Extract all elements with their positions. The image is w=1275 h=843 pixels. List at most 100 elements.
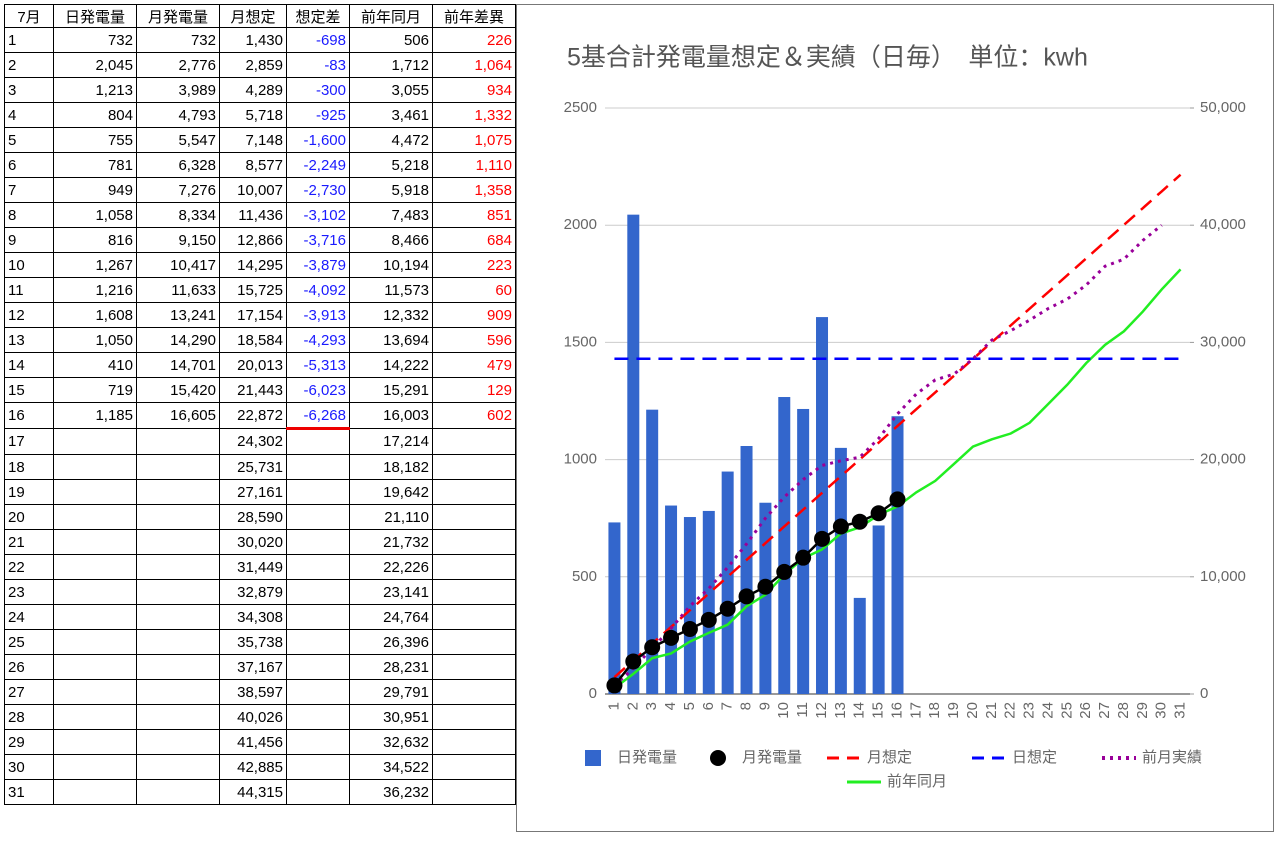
table-cell: 1,430: [219, 27, 287, 53]
table-cell: 21,110: [349, 504, 433, 530]
table-cell: 24,302: [219, 428, 287, 455]
y2-tick-label: 0: [1200, 685, 1208, 702]
table-cell: [286, 604, 350, 630]
marker: [776, 563, 793, 580]
x-tick-label: 30: [1153, 702, 1170, 719]
table-cell: -3,913: [286, 302, 350, 328]
table-cell: -925: [286, 102, 350, 128]
table-cell: [136, 654, 220, 680]
table-cell: 18: [4, 454, 54, 480]
table-cell: [286, 679, 350, 705]
table-cell: [53, 779, 137, 805]
table-cell: [136, 679, 220, 705]
y-tick-label: 2500: [564, 99, 597, 116]
header-cell: 想定差: [286, 4, 350, 28]
x-tick-label: 5: [681, 702, 698, 710]
table-cell: 34,522: [349, 754, 433, 780]
x-tick-label: 14: [851, 702, 868, 719]
table-cell: 37,167: [219, 654, 287, 680]
table-row: 15 719 15,420 21,443 -6,023 15,291 129: [4, 377, 516, 403]
x-tick-label: 21: [983, 702, 1000, 719]
bar: [627, 214, 640, 695]
marker: [625, 653, 642, 670]
table-cell: 732: [136, 27, 220, 53]
table-cell: -300: [286, 77, 350, 103]
x-tick-label: 11: [794, 702, 811, 718]
legend-swatch: [710, 750, 726, 766]
table-cell: [136, 754, 220, 780]
bar: [759, 502, 772, 694]
table-cell: 16,605: [136, 402, 220, 429]
table-cell: -1,600: [286, 127, 350, 153]
x-tick-label: 13: [832, 702, 849, 719]
x-tick-label: 17: [907, 702, 924, 719]
table-cell: 22: [4, 554, 54, 580]
marker: [700, 611, 717, 628]
table-cell: 1,058: [53, 202, 137, 228]
y2-tick-label: 40,000: [1200, 216, 1246, 233]
marker: [606, 677, 623, 694]
bar: [816, 317, 829, 694]
table-cell: 11: [4, 277, 54, 303]
chart: 5基合計発電量想定＆実績（日毎） 単位：kwh 0 500 1000 1500 2000…: [516, 4, 1274, 832]
table-cell: 42,885: [219, 754, 287, 780]
y2-tick-label: 10,000: [1200, 568, 1246, 585]
x-tick-label: 6: [700, 702, 717, 710]
table-cell: [136, 428, 220, 455]
table-cell: [53, 754, 137, 780]
table-cell: -698: [286, 27, 350, 53]
legend-label: 日発電量: [617, 749, 677, 766]
table-cell: [286, 579, 350, 605]
table-cell: [136, 629, 220, 655]
table-cell: 8,334: [136, 202, 220, 228]
table-row: 9 816 9,150 12,866 -3,716 8,466 684: [4, 227, 516, 253]
table-cell: [53, 729, 137, 755]
marker: [757, 578, 774, 595]
table-row: 1 732 732 1,430 -698 506 226: [4, 27, 516, 53]
table-row: 6 781 6,328 8,577 -2,249 5,218 1,110: [4, 152, 516, 178]
y-tick-label: 1500: [564, 333, 597, 350]
table-row: 11 1,216 11,633 15,725 -4,092 11,573 60: [4, 277, 516, 303]
table-cell: 15,725: [219, 277, 287, 303]
table-cell: 1,358: [432, 177, 516, 203]
table-cell: 9: [4, 227, 54, 253]
table-cell: 851: [432, 202, 516, 228]
table-cell: [136, 479, 220, 505]
table-cell: 410: [53, 352, 137, 378]
table-cell: [53, 629, 137, 655]
table-cell: 804: [53, 102, 137, 128]
table-cell: 24: [4, 604, 54, 630]
table-cell: 12,866: [219, 227, 287, 253]
table-cell: 28: [4, 704, 54, 730]
table-cell: 129: [432, 377, 516, 403]
table-cell: -83: [286, 52, 350, 78]
table-cell: 15: [4, 377, 54, 403]
table-cell: [432, 579, 516, 605]
y2-tick-label: 50,000: [1200, 99, 1246, 116]
x-tick-label: 10: [775, 702, 792, 719]
table-cell: 909: [432, 302, 516, 328]
bar: [891, 416, 904, 694]
marker: [663, 629, 680, 646]
table-row: 16 1,185 16,605 22,872 -6,268 16,003 602: [4, 402, 516, 430]
table-cell: 10,417: [136, 252, 220, 278]
table-cell: 1,185: [53, 402, 137, 429]
table-cell: 16: [4, 402, 54, 429]
table-cell: 1,075: [432, 127, 516, 153]
table-cell: 7,148: [219, 127, 287, 153]
table-cell: [286, 554, 350, 580]
table-cell: 14,290: [136, 327, 220, 353]
bar: [872, 525, 885, 694]
x-tick-label: 31: [1172, 702, 1189, 719]
table-cell: 1,332: [432, 102, 516, 128]
table-cell: [432, 754, 516, 780]
table-row: 22 31,449 22,226: [4, 554, 516, 580]
table-cell: [432, 554, 516, 580]
table-cell: [53, 679, 137, 705]
table-cell: 14,295: [219, 252, 287, 278]
table-cell: 35,738: [219, 629, 287, 655]
legend-label: 前年同月: [887, 773, 947, 790]
table-cell: [136, 579, 220, 605]
x-tick-label: 3: [643, 702, 660, 710]
table-cell: 2,859: [219, 52, 287, 78]
